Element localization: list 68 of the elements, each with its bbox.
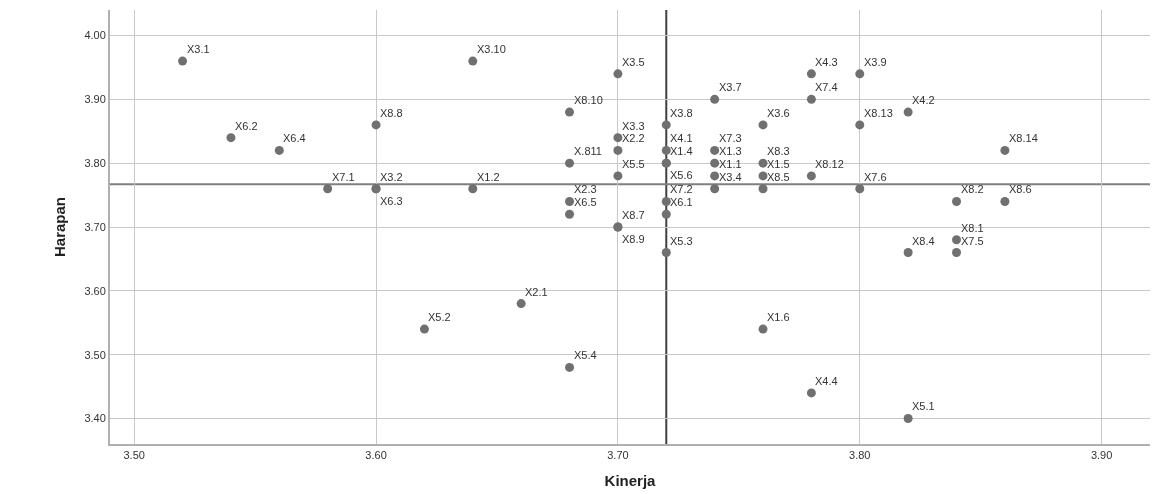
annotation: X1.3 [719,145,742,157]
annotation: X4.4 [815,375,838,387]
annotation: X4.2 [912,94,935,106]
annotation: X7.5 [961,235,984,247]
annotation: X8.13 [864,107,893,119]
annotation: X7.4 [815,81,838,93]
annotation: X3.9 [864,56,887,68]
x-tick-label: 3.50 [123,449,145,462]
annotation: X8.4 [912,235,935,247]
y-tick-label: 3.60 [84,284,106,297]
annotation: X8.5 [767,171,790,183]
annotation: X8.10 [574,94,603,106]
x-tick-label: 3.90 [1090,449,1113,462]
annotation: X8.14 [1009,132,1038,144]
annotation: X3.8 [670,107,693,119]
annotation: X5.2 [428,311,451,323]
annotation: X3.4 [719,171,742,183]
annotation: X3.6 [767,107,790,119]
annotation: X8.3 [767,145,790,157]
x-axis-title: Kinerja [604,471,657,489]
annotation: X5.5 [622,158,645,170]
annotation: X7.1 [332,171,355,183]
annotation: X2.1 [525,286,548,298]
annotation: X8.7 [622,209,645,221]
annotation: X5.4 [574,349,597,361]
annotation: X5.1 [912,400,935,412]
annotation: X.811 [574,145,602,157]
annotation: X7.3 [719,132,742,144]
y-tick-label: 4.00 [84,29,106,42]
annotation: X8.2 [961,183,984,195]
annotation: X5.3 [670,235,693,247]
y-tick-label: 3.40 [84,412,106,425]
y-tick-label: 3.90 [84,93,106,106]
y-tick-label: 3.70 [84,220,106,233]
annotation: X1.5 [767,158,790,170]
annotation: X1.2 [477,171,500,183]
x-tick-label: 3.70 [607,449,629,462]
annotation: X8.9 [622,233,645,245]
annotation: X6.3 [380,195,403,207]
y-axis-title: Harapan [51,196,69,258]
annotation: X8.8 [380,107,403,119]
y-tick-label: 3.80 [84,157,106,170]
annotation: X7.2 [670,183,693,195]
annotation: X8.1 [961,222,984,234]
annotation: X8.12 [815,158,844,170]
annotation: X4.1 [670,132,693,144]
annotation: X6.4 [283,132,306,144]
annotation: X8.6 [1009,183,1032,195]
annotation: X3.3 [622,120,645,132]
annotation: X7.6 [864,171,887,183]
annotation: X3.7 [719,81,742,93]
x-tick-label: 3.80 [849,449,871,462]
annotation: X1.1 [719,158,742,170]
x-tick-label: 3.60 [365,449,387,462]
annotation: X6.5 [574,196,597,208]
annotation: X2.3 [574,183,597,195]
annotation: X5.6 [670,169,693,181]
annotation: X4.3 [815,56,838,68]
y-tick-label: 3.50 [84,348,106,361]
annotation: X3.2 [380,171,403,183]
annotation: X6.2 [235,120,258,132]
annotation: X1.4 [670,145,693,157]
annotation: X2.2 [622,132,645,144]
annotation: X3.5 [622,56,645,68]
annotation: X1.6 [767,311,790,323]
annotation: X3.10 [477,43,506,55]
annotation: X6.1 [670,196,693,208]
annotation: X3.1 [187,43,210,55]
